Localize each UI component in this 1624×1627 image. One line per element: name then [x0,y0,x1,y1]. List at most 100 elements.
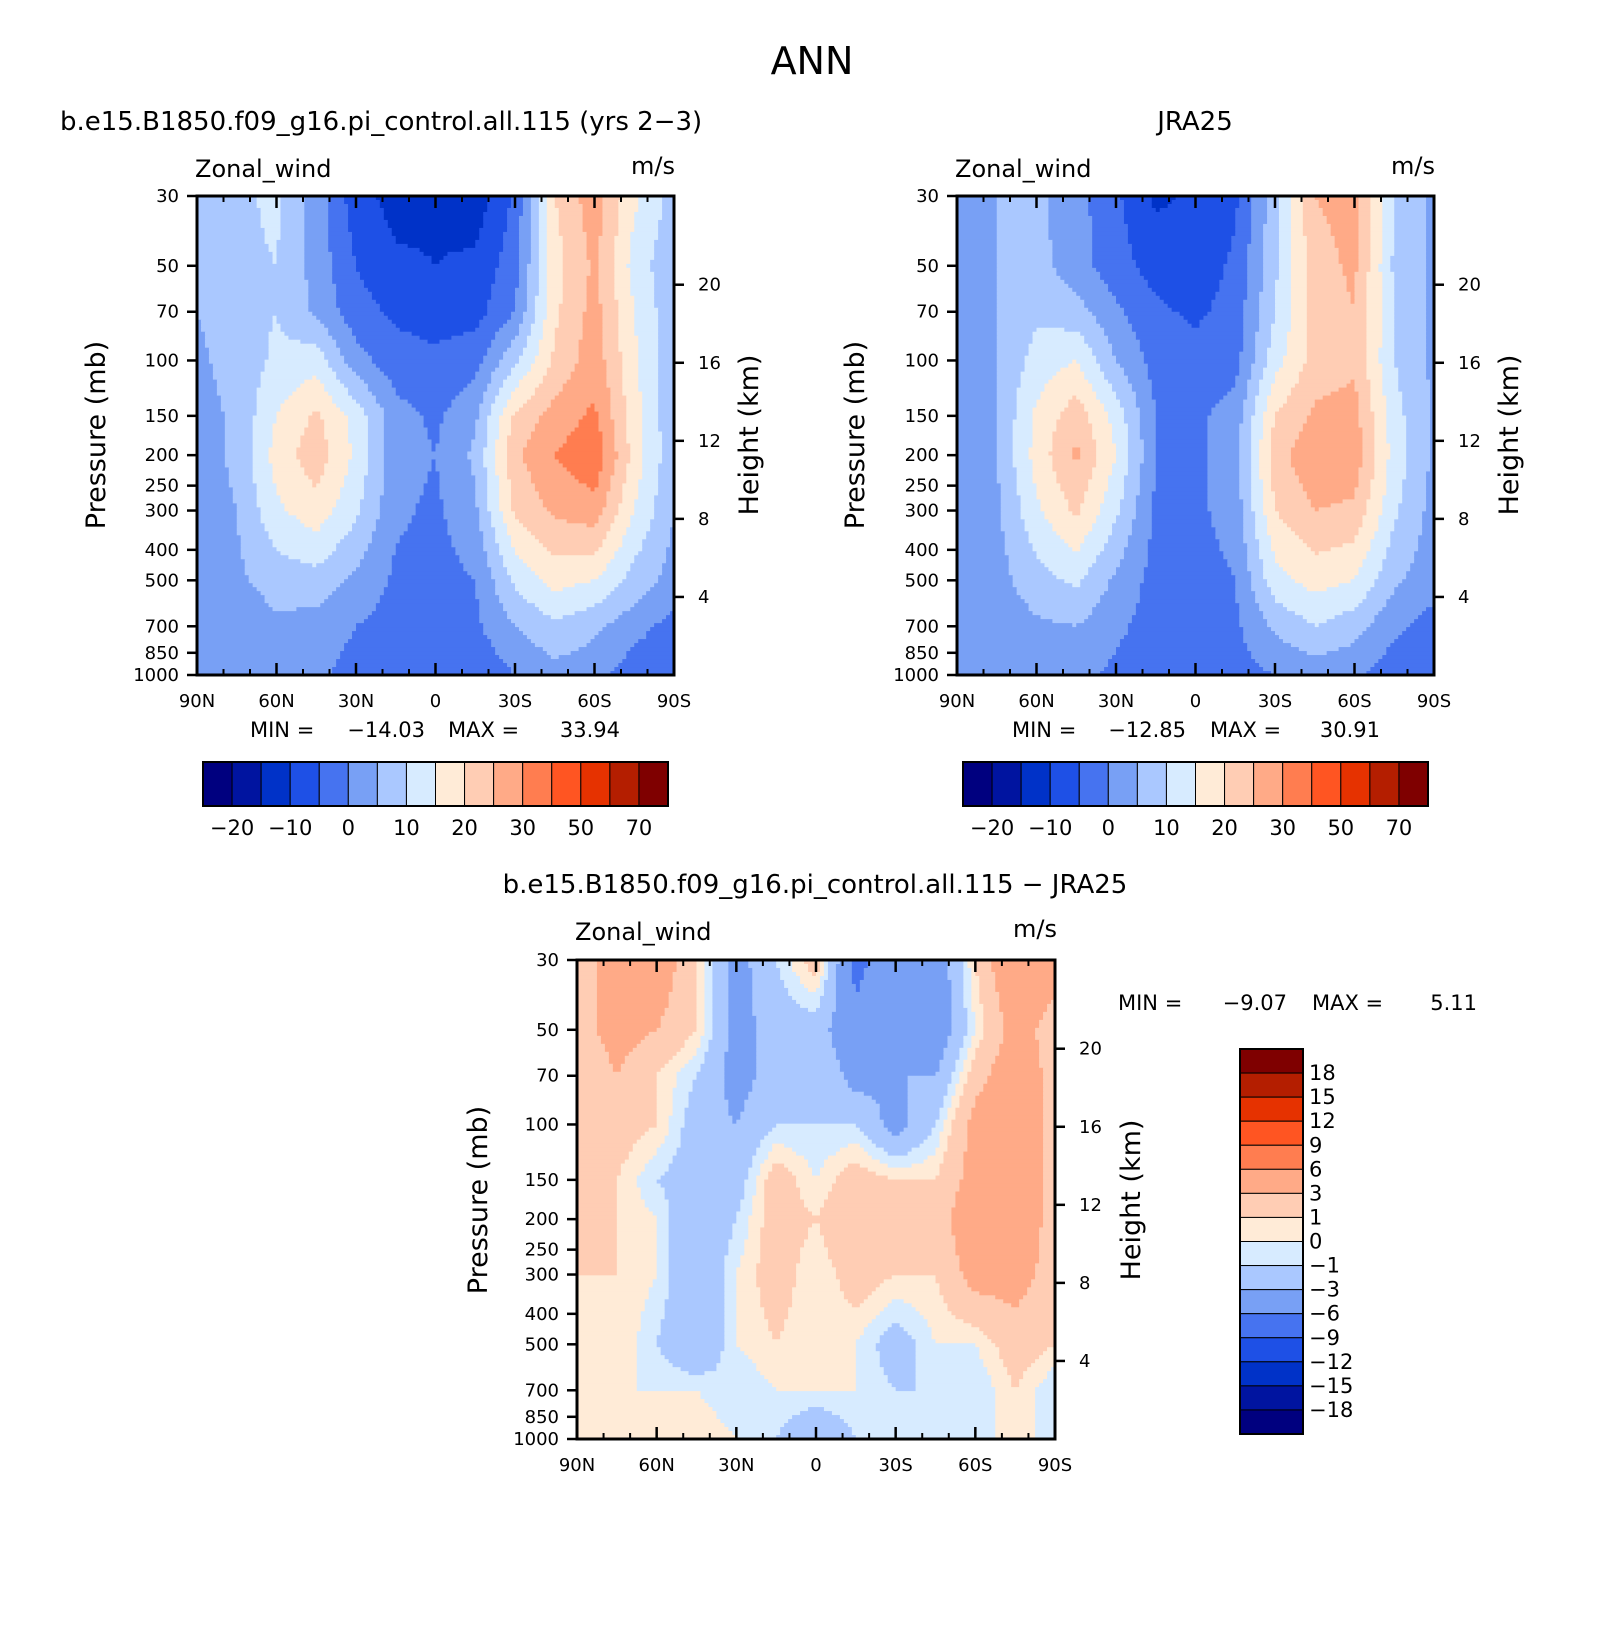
contour-cell [1326,215,1360,221]
contour-cell [614,431,627,437]
contour-cell [602,431,615,437]
contour-cell [947,1139,968,1145]
contour-cell [999,1047,1040,1053]
contour-cell [963,1167,1044,1173]
contour-cell [586,243,600,249]
contour-cell [495,395,512,401]
contour-cell [1426,495,1434,500]
contour-cell [1362,515,1379,520]
contour-cell [586,279,600,285]
contour-cell [957,551,1006,556]
contour-cell [411,403,452,409]
contour-cell [582,219,604,225]
contour-cell [692,1055,706,1061]
contour-cell [971,1059,996,1065]
contour-cell [518,247,532,253]
contour-cell [471,467,488,473]
contour-cell [1096,463,1113,469]
contour-cell [577,1223,618,1229]
contour-cell [602,323,619,329]
contour-cell [367,471,385,477]
contour-cell [957,355,998,361]
contour-cell [1430,451,1434,457]
contour-cell [598,279,615,285]
contour-cell [955,1195,1044,1201]
contour-cell [582,223,604,229]
contour-cell [546,583,576,588]
contour-cell [1135,511,1153,516]
contour-cell [959,1179,1044,1185]
contour-cell [712,963,729,969]
contour-cell [1036,399,1069,405]
contour-cell [618,303,635,309]
contour-cell [1382,211,1395,217]
contour-cell [415,507,445,512]
contour-cell [1043,1095,1055,1101]
y-tick-label: 1000 [893,665,939,686]
contour-cell [1072,395,1077,401]
contour-cell [975,960,992,965]
contour-cell [379,515,413,520]
contour-cell [1263,279,1276,285]
contour-cell [1350,291,1356,297]
contour-cell [1278,199,1292,205]
contour-cell [1012,579,1065,584]
contour-cell [479,515,492,520]
contour-cell [546,219,560,225]
contour-cell [662,619,674,624]
contour-cell [475,483,488,488]
contour-cell [507,523,524,528]
contour-cell [387,375,476,381]
contour-cell [1422,515,1434,520]
contour-cell [1302,199,1320,205]
contour-cell [344,359,373,365]
contour-cell [996,371,1022,377]
contour-cell [332,271,361,277]
contour-cell [1151,519,1213,524]
contour-cell [264,599,325,604]
contour-cell [1247,247,1264,253]
contour-cell [546,251,564,257]
contour-cell [518,223,532,229]
contour-cell [236,515,262,520]
contour-cell [610,475,627,481]
contour-cell [272,539,341,544]
contour-cell [670,611,674,616]
contour-cell [616,1223,658,1229]
contour-cell [684,1039,702,1045]
contour-cell [776,960,793,965]
contour-cell [578,359,608,365]
contour-cell [656,1107,674,1113]
contour-cell [1382,499,1403,504]
contour-cell [1362,463,1375,469]
contour-cell [1302,487,1356,492]
contour-cell [1402,411,1431,417]
contour-cell [1430,459,1434,465]
contour-cell [957,535,1006,540]
contour-cell [304,427,325,433]
contour-cell [658,227,674,233]
contour-cell [1092,259,1137,265]
contour-cell [260,223,282,229]
contour-cell [367,415,385,421]
contour-cell [1263,571,1288,576]
contour-cell [957,351,998,357]
contour-cell [1239,359,1256,365]
contour-cell [1043,1123,1055,1129]
contour-cell [1278,275,1292,281]
contour-cell [375,395,401,401]
contour-cell [1374,447,1391,453]
contour-cell [495,335,516,341]
contour-cell [1247,643,1292,648]
contour-cell [1088,199,1125,205]
contour-cell [1020,499,1042,504]
contour-cell [943,1123,953,1129]
contour-cell [1298,379,1352,385]
contour-cell [197,479,230,484]
contour-cell [534,307,548,313]
contour-cell [240,551,282,556]
contour-cell [1112,463,1129,469]
contour-cell [871,1095,909,1101]
contour-cell [1207,463,1240,469]
contour-cell [1382,363,1395,369]
